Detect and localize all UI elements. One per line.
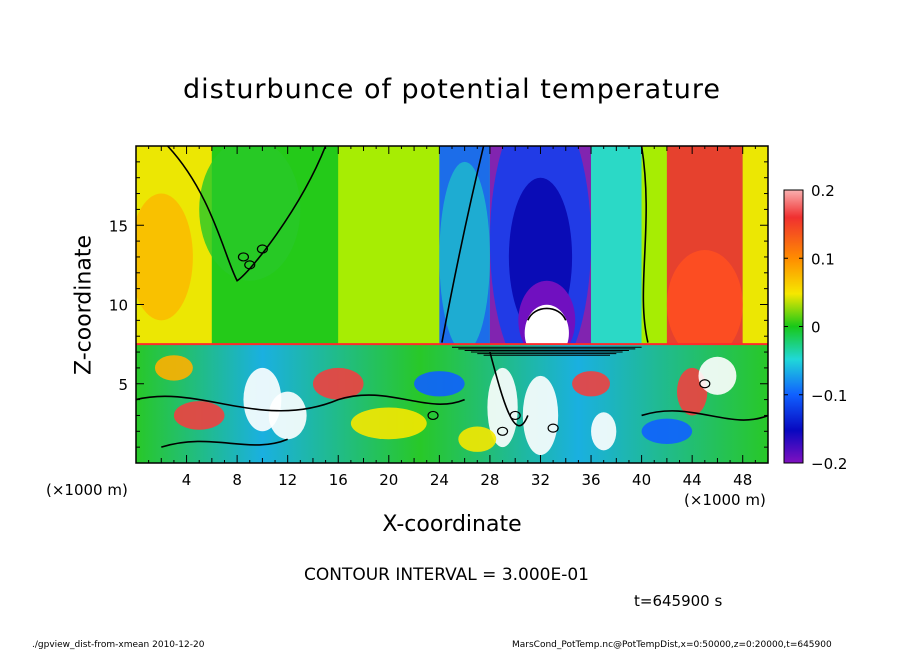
contour-loop: [256, 244, 268, 254]
contour-interval-note: CONTOUR INTERVAL = 3.000E-01: [304, 565, 589, 585]
contour-loop: [244, 260, 256, 270]
chart-title: disturbunce of potential temperature: [183, 74, 721, 105]
x-tick-label: 12: [278, 471, 297, 489]
field-feature-turbulence: [591, 412, 617, 451]
contour-line: [161, 438, 288, 448]
colorbar-tick-label: −0.1: [811, 387, 847, 405]
field-feature-neutral-region: [199, 146, 301, 281]
footer-data-source: MarsCond_PotTemp.nc@PotTempDist,x=0:5000…: [512, 640, 832, 650]
footer-script-name: ./gpview_dist-from-xmean 2010-12-20: [32, 640, 205, 650]
contour-line: [136, 394, 465, 412]
y-axis-ticks: 5 10 15: [109, 145, 768, 464]
x-tick-label: 28: [480, 471, 499, 489]
x-unit-label-right: (×1000 m): [684, 491, 766, 509]
heatmap-field: [136, 146, 768, 463]
colorbar-tick-label: 0.1: [811, 250, 835, 268]
field-feature-turbulence: [312, 367, 364, 400]
x-tick-label: 4: [182, 471, 192, 489]
field-cell-upper: [742, 146, 768, 345]
field-feature-cool-flank: [439, 161, 490, 353]
contour-line: [167, 146, 327, 282]
x-tick-label: 48: [733, 471, 752, 489]
colorbar-ticks: 0.2 0.1 0 −0.1 −0.2: [784, 182, 847, 473]
time-label: t=645900 s: [634, 592, 723, 610]
contour-line: [527, 307, 567, 321]
y-tick-label: 5: [118, 376, 128, 394]
x-tick-label: 8: [232, 471, 242, 489]
x-tick-label: 32: [531, 471, 550, 489]
x-tick-label: 16: [329, 471, 348, 489]
field-cell-upper: [591, 146, 642, 345]
y-tick-label: 15: [109, 217, 128, 235]
contour-loop: [237, 252, 250, 262]
x-unit-label-left: (×1000 m): [46, 481, 128, 499]
field-feature-turbulence: [522, 375, 559, 456]
contour-loop: [547, 423, 559, 433]
x-tick-label: 44: [683, 471, 702, 489]
x-tick-label: 36: [581, 471, 600, 489]
colorbar-tick-label: −0.2: [811, 455, 847, 473]
contour-loop: [496, 426, 509, 436]
contour-loop: [699, 379, 711, 389]
field-feature-warm-region: [666, 250, 743, 359]
contour-line: [640, 146, 649, 343]
x-axis-label: X-coordinate: [382, 512, 522, 537]
contour-loop: [509, 410, 521, 421]
x-tick-label: 24: [430, 471, 449, 489]
x-axis-ticks: 4 8 12 16 20 24 28 32 36 40 44 48: [135, 146, 769, 489]
contour-lines: [136, 146, 768, 448]
contour-line: [641, 410, 768, 421]
field-cell-upper: [338, 146, 440, 345]
field-feature-turbulence: [414, 371, 465, 397]
field-feature-turbulence: [487, 367, 518, 448]
colorbar-tick-label: 0: [811, 319, 821, 337]
field-feature-turbulence: [698, 356, 737, 395]
field-feature-warm-region-left: [136, 193, 193, 321]
contour-loop: [427, 410, 439, 421]
colorbar-tick-label: 0.2: [811, 182, 835, 200]
field-feature-turbulence: [154, 355, 193, 381]
field-feature-turbulence: [350, 407, 427, 440]
x-tick-label: 20: [379, 471, 398, 489]
field-feature-turbulence: [458, 426, 497, 452]
x-tick-label: 40: [632, 471, 651, 489]
field-feature-turbulence: [173, 401, 225, 430]
contour-line: [489, 351, 529, 427]
field-feature-turbulence: [572, 371, 610, 397]
field-feature-turbulence: [641, 418, 693, 444]
y-tick-label: 10: [109, 297, 128, 315]
contour-line: [441, 146, 485, 343]
field-feature-turbulence: [268, 391, 307, 440]
